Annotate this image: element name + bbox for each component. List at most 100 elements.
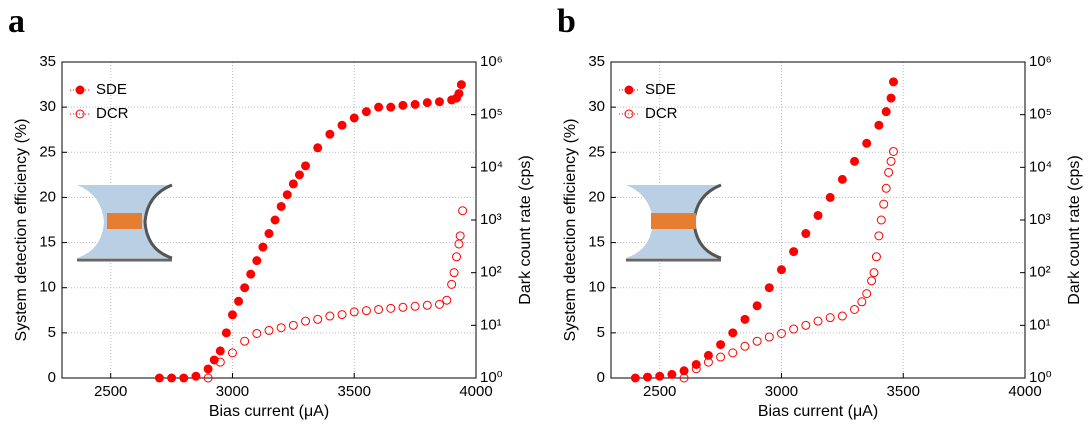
data-point (313, 143, 323, 153)
y2-tick-label: 10⁴ (480, 158, 503, 175)
data-point (410, 99, 420, 109)
data-point (776, 328, 786, 338)
data-point (179, 373, 189, 383)
panel-label: a (8, 3, 25, 40)
data-point (349, 307, 359, 317)
legend-label: DCR (645, 105, 678, 122)
x-tick-label: 2500 (643, 383, 676, 400)
data-point (867, 276, 877, 286)
data-point (679, 366, 689, 376)
data-point (886, 156, 896, 166)
y2-tick-label: 10³ (1029, 211, 1051, 228)
y-tick-label: 30 (588, 98, 605, 115)
y2-tick-label: 10⁶ (480, 53, 503, 70)
y2-tick-label: 10³ (480, 211, 502, 228)
y-tick-label: 0 (597, 369, 605, 386)
data-point (270, 215, 280, 225)
data-point (776, 265, 786, 275)
data-point (301, 316, 311, 326)
y2-tick-label: 10⁰ (1029, 369, 1052, 386)
data-point (386, 102, 396, 112)
data-point (837, 174, 847, 184)
x-tick-label: 4000 (459, 383, 492, 400)
y-tick-label: 20 (39, 188, 56, 205)
y-tick-label: 15 (39, 234, 56, 251)
data-point (325, 129, 335, 139)
data-point (361, 107, 371, 117)
y-tick-label: 25 (39, 143, 56, 160)
y-tick-label: 20 (588, 188, 605, 205)
y-tick-label: 5 (597, 324, 605, 341)
plot-frame (61, 61, 477, 379)
y-tick-label: 30 (39, 98, 56, 115)
inset-edge (143, 183, 173, 260)
data-point (246, 269, 256, 279)
data-point (643, 372, 653, 382)
legend-label: DCR (96, 105, 129, 122)
data-point (740, 314, 750, 324)
y-tick-label: 5 (48, 324, 56, 341)
data-point (679, 373, 689, 383)
data-point (349, 113, 359, 123)
data-point (325, 311, 335, 321)
data-point (728, 328, 738, 338)
data-point (630, 373, 640, 383)
data-point (888, 77, 898, 87)
data-point (454, 239, 464, 249)
data-point (691, 364, 701, 374)
y-tick-label: 25 (588, 143, 605, 160)
data-point (361, 306, 371, 316)
data-point (813, 210, 823, 220)
y-tick-label: 10 (39, 279, 56, 296)
data-point (879, 199, 889, 209)
data-point (869, 268, 879, 278)
data-point (447, 279, 457, 289)
data-point (886, 93, 896, 103)
data-point (215, 357, 225, 367)
data-point (154, 373, 164, 383)
legend-marker (624, 109, 634, 119)
data-point (276, 201, 286, 211)
y2-tick-label: 10⁵ (1029, 106, 1052, 123)
data-point (789, 324, 799, 334)
data-point (764, 283, 774, 293)
data-point (282, 190, 292, 200)
x-tick-label: 3000 (216, 383, 249, 400)
data-point (374, 304, 384, 314)
y-tick-label: 35 (39, 53, 56, 70)
data-point (258, 242, 268, 252)
legend-marker (75, 109, 85, 119)
x-axis-title: Bias current (μA) (209, 403, 329, 420)
legend-marker (624, 85, 634, 95)
data-point (850, 304, 860, 314)
legend-label: SDE (96, 81, 127, 98)
data-point (434, 97, 444, 107)
y2-axis-title: Dark count rate (cps) (1066, 155, 1083, 304)
y2-tick-label: 10⁵ (480, 106, 503, 123)
data-point (227, 348, 237, 358)
data-point (716, 352, 726, 362)
data-point (240, 336, 250, 346)
data-point (203, 373, 213, 383)
data-point (740, 341, 750, 351)
data-point (276, 323, 286, 333)
plot-frame (610, 61, 1026, 379)
y2-tick-label: 10² (1029, 264, 1051, 281)
plot-panel: b 2500 3000 3500 4000 0 5 10 15 20 25 30 35 10⁰ 10¹ 10²… (557, 3, 1083, 420)
data-point (703, 350, 713, 360)
data-point (288, 320, 298, 330)
data-point (422, 300, 432, 310)
data-point (752, 301, 762, 311)
data-point (862, 138, 872, 148)
y2-tick-label: 10² (480, 264, 502, 281)
y2-tick-label: 10¹ (480, 316, 502, 333)
data-point (203, 364, 213, 374)
data-point (191, 371, 201, 381)
y-tick-label: 0 (48, 369, 56, 386)
data-point (752, 336, 762, 346)
y-axis-title: System detection efficiency (%) (13, 119, 30, 342)
data-point (825, 313, 835, 323)
y2-tick-label: 10⁰ (480, 369, 503, 386)
data-point (874, 231, 884, 241)
data-point (888, 146, 898, 156)
